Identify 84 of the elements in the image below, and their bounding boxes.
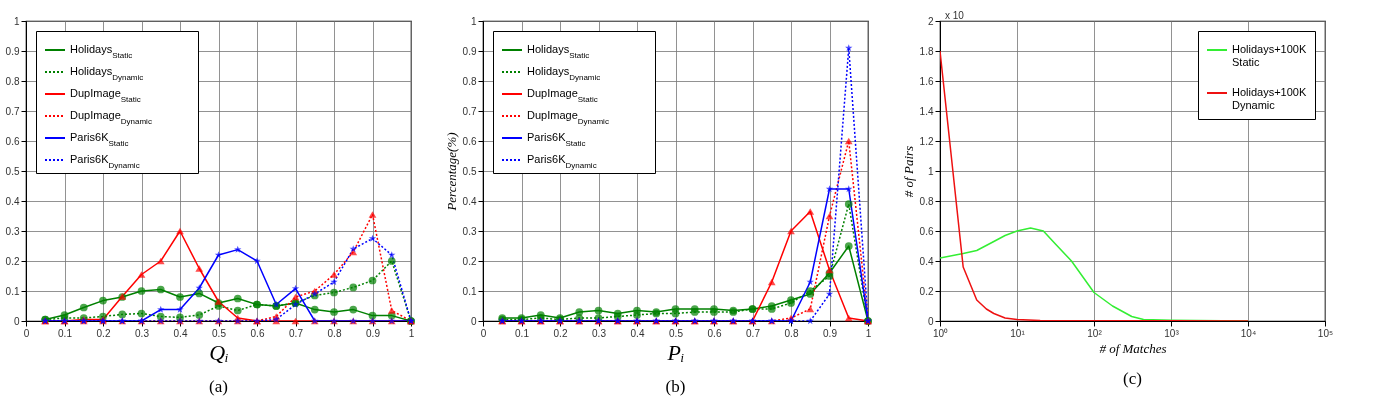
legend-label: Paris6K$_{Static}$ — [70, 131, 129, 148]
y-tick-label: 0.7 — [5, 105, 20, 117]
text: (a) — [209, 377, 228, 396]
x-tick-label: 10⁵ — [1317, 327, 1334, 339]
x-tick-label: 0.3 — [135, 327, 150, 339]
y-tick-label: 0.9 — [5, 45, 20, 57]
y-tick-label: 0.6 — [5, 135, 20, 147]
x-tick-label: 0.7 — [289, 327, 304, 339]
legend-label: Holidays+100K Static — [1232, 43, 1307, 68]
x-tick-label: 0.2 — [553, 327, 568, 339]
y-tick-label: 1 — [470, 15, 477, 27]
x-tick-label: 0.7 — [746, 327, 761, 339]
legend-label: DupImage$_{Dynamic}$ — [70, 109, 152, 126]
y-tick-label: 0.2 — [462, 255, 477, 267]
x-tick-label: 10² — [1087, 327, 1103, 339]
y-tick-label: 0.5 — [5, 165, 20, 177]
legend-label: Holidays$_{Dynamic}$ — [527, 65, 601, 82]
y-tick-label: 0.3 — [462, 225, 477, 237]
y-tick-label: 0.8 — [919, 195, 934, 207]
y-tick-label: 0 — [13, 315, 20, 327]
x-tick-label: 0.8 — [327, 327, 342, 339]
y-tick-label: 0.6 — [462, 135, 477, 147]
y-tick-label: 0.4 — [462, 195, 477, 207]
legend-label: DupImage$_{Dynamic}$ — [527, 109, 609, 126]
x-tick-label: 0 — [23, 327, 30, 339]
x-tick-label: 0.6 — [250, 327, 265, 339]
y-tick-label: 0 — [927, 315, 934, 327]
y-tick-label: 0.2 — [919, 285, 934, 297]
y-tick-label: 0.9 — [462, 45, 477, 57]
text: (b) — [665, 377, 686, 396]
y-tick-label: 0.8 — [462, 75, 477, 87]
x-tick-label: 0.9 — [366, 327, 381, 339]
y-tick-label: 0.4 — [919, 255, 934, 267]
y-tick-label: 0.1 — [462, 285, 477, 297]
y-tick-label: 0.6 — [919, 225, 934, 237]
y-tick-label: 1.6 — [919, 75, 934, 87]
y-tick-label: 0 — [470, 315, 477, 327]
x-tick-label: 10⁴ — [1240, 327, 1257, 339]
x-tick-label: 0.8 — [784, 327, 799, 339]
x-axis-title: # of Matches — [1099, 340, 1167, 356]
legend-label: Holidays$_{Static}$ — [527, 43, 590, 60]
x-tick-label: 0 — [480, 327, 487, 339]
x-tick-label: 0.3 — [592, 327, 607, 339]
legend-label: Paris6K$_{Dynamic}$ — [70, 153, 140, 170]
y-tick-label: 0.3 — [5, 225, 20, 237]
x-tick-label: 10³ — [1164, 327, 1180, 339]
y-tick-label: 1 — [927, 165, 934, 177]
y-tick-label: 1.4 — [919, 105, 934, 117]
y-tick-label: 0.8 — [5, 75, 20, 87]
text: (c) — [1123, 369, 1142, 388]
legend-label: DupImage$_{Static}$ — [70, 87, 141, 104]
legend-label: Holidays+100K Dynamic — [1232, 86, 1307, 111]
y-axis-title: Percentage(%) — [443, 132, 459, 212]
x-tick-label: 0.5 — [212, 327, 227, 339]
x-tick-label: 0.2 — [96, 327, 111, 339]
y-tick-label: 0.2 — [5, 255, 20, 267]
x-tick-label: 0.6 — [707, 327, 722, 339]
y-tick-label: 0.7 — [462, 105, 477, 117]
y-tick-label: 0.4 — [5, 195, 20, 207]
x-tick-label: 1 — [408, 327, 415, 339]
legend-label: DupImage$_{Static}$ — [527, 87, 598, 104]
x-axis-title: Qᵢ — [209, 339, 229, 365]
legend-label: Paris6K$_{Dynamic}$ — [527, 153, 597, 170]
y-axis-title: # of Pairs — [900, 145, 916, 198]
y-tick-label: 1.2 — [919, 135, 934, 147]
legend-label: Holidays$_{Static}$ — [70, 43, 133, 60]
x-tick-label: 0.9 — [823, 327, 838, 339]
x-tick-label: 0.4 — [173, 327, 188, 339]
legend-label: Paris6K$_{Static}$ — [527, 131, 586, 148]
y-tick-label: 0.1 — [5, 285, 20, 297]
x-tick-label: 10¹ — [1010, 327, 1026, 339]
y-tick-label: 1.8 — [919, 45, 934, 57]
x-axis-title: Pᵢ — [666, 339, 685, 365]
legend-label: Holidays$_{Dynamic}$ — [70, 65, 144, 82]
x-tick-label: 10⁰ — [932, 327, 949, 339]
y-tick-label: 2 — [927, 15, 934, 27]
text: x 10 — [945, 10, 965, 21]
x-tick-label: 0.1 — [58, 327, 73, 339]
x-tick-label: 1 — [865, 327, 872, 339]
y-tick-label: 1 — [13, 15, 20, 27]
x-tick-label: 0.5 — [669, 327, 684, 339]
y-tick-label: 0.5 — [462, 165, 477, 177]
x-tick-label: 0.1 — [515, 327, 530, 339]
x-tick-label: 0.4 — [630, 327, 645, 339]
